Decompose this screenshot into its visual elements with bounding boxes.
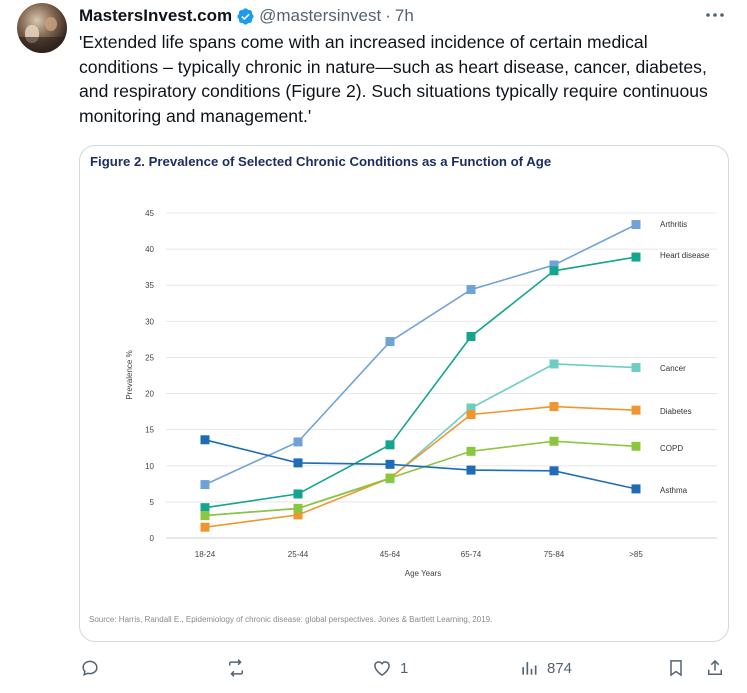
data-point xyxy=(631,441,641,451)
x-tick-label: 75-84 xyxy=(544,550,565,559)
bookmark-icon xyxy=(670,660,682,677)
series-label: Arthritis xyxy=(660,220,687,229)
reply-icon xyxy=(82,660,98,676)
data-point xyxy=(200,511,210,521)
x-axis-label: Age Years xyxy=(405,569,441,578)
y-tick-label: 45 xyxy=(145,209,154,218)
data-point xyxy=(549,266,559,276)
like-count: 1 xyxy=(400,659,409,677)
data-point xyxy=(549,359,559,369)
series-line xyxy=(204,223,637,486)
more-horizontal-icon[interactable] xyxy=(700,3,730,27)
series-label: Asthma xyxy=(660,486,688,495)
data-point xyxy=(631,220,641,230)
x-tick-label: 65-74 xyxy=(461,550,482,559)
share-button[interactable] xyxy=(705,650,725,686)
line-chart: 0 5 10 15 20 25 30 35 40 45 18-24 25-44 45-64 65-74 75… xyxy=(125,209,717,578)
timestamp[interactable]: 7h xyxy=(394,6,414,25)
data-point xyxy=(466,446,476,456)
data-point xyxy=(631,405,641,415)
data-point xyxy=(385,459,395,469)
series-line xyxy=(204,363,637,517)
data-point xyxy=(631,484,641,494)
verified-badge-icon[interactable] xyxy=(236,7,255,26)
y-tick-label: 40 xyxy=(145,245,154,254)
y-tick-label: 35 xyxy=(145,281,154,290)
views-count: 874 xyxy=(547,659,573,677)
series-line xyxy=(204,439,637,490)
heart-icon xyxy=(374,661,390,676)
data-point xyxy=(549,402,559,412)
data-point xyxy=(549,260,559,270)
series-line xyxy=(204,440,637,517)
share-icon xyxy=(708,659,722,675)
like-button[interactable]: 1 xyxy=(372,650,408,686)
x-tick-label: 45-64 xyxy=(380,550,401,559)
series-line xyxy=(204,405,637,528)
media-card[interactable]: 0 5 10 15 20 25 30 35 40 45 18-24 25-44 45-64 65-74 75… xyxy=(79,145,729,642)
y-tick-label: 30 xyxy=(145,317,154,326)
figure-title: Figure 2. Prevalence of Selected Chronic… xyxy=(90,154,552,169)
data-point xyxy=(549,466,559,476)
data-point xyxy=(293,489,303,499)
y-tick-label: 5 xyxy=(150,498,155,507)
data-point xyxy=(631,363,641,373)
avatar[interactable] xyxy=(17,3,67,53)
author-name[interactable]: MastersInvest.com xyxy=(79,6,233,25)
data-point xyxy=(385,337,395,347)
y-axis-label: Prevalence % xyxy=(125,350,134,399)
x-tick-label: >85 xyxy=(629,550,643,559)
data-point xyxy=(466,410,476,419)
data-point xyxy=(385,473,395,483)
data-point xyxy=(631,252,641,262)
reply-button[interactable] xyxy=(80,650,108,686)
series-label: Cancer xyxy=(660,364,686,373)
bookmark-button[interactable] xyxy=(666,650,686,686)
tweet-header: MastersInvest.com @mastersinvest · 7h xyxy=(79,5,414,27)
data-point xyxy=(466,332,476,341)
x-tick-label: 18-24 xyxy=(195,550,216,559)
data-point xyxy=(466,465,476,475)
series-label: Heart disease xyxy=(660,251,710,260)
series-label: Diabetes xyxy=(660,407,692,416)
data-point xyxy=(200,435,210,445)
data-point xyxy=(200,522,210,532)
tweet-text: 'Extended life spans come with an increa… xyxy=(79,32,708,126)
data-point xyxy=(200,503,210,513)
y-tick-label: 20 xyxy=(145,390,154,399)
y-tick-label: 25 xyxy=(145,353,154,362)
views-chart-icon xyxy=(522,662,537,675)
data-point xyxy=(549,436,559,446)
data-point xyxy=(293,503,303,513)
figure-source: Source: Harris, Randall E., Epidemiology… xyxy=(89,615,493,624)
series-line xyxy=(204,256,637,509)
data-point xyxy=(293,437,303,447)
views-button[interactable]: 874 xyxy=(519,650,572,686)
avatar-shape xyxy=(17,37,67,53)
data-point xyxy=(293,458,303,468)
x-tick-label: 25-44 xyxy=(288,550,309,559)
data-point xyxy=(385,440,395,450)
series-label: COPD xyxy=(660,444,683,453)
repost-icon xyxy=(229,659,243,677)
repost-button[interactable] xyxy=(226,650,254,686)
author-handle[interactable]: @mastersinvest xyxy=(259,6,382,25)
data-point xyxy=(293,510,303,520)
y-tick-label: 0 xyxy=(150,534,155,543)
data-point xyxy=(200,480,210,490)
data-point xyxy=(466,285,476,295)
y-tick-label: 10 xyxy=(145,462,154,471)
avatar-shape xyxy=(45,17,57,31)
tweet-actions: 1 874 xyxy=(0,650,747,686)
separator-dot: · xyxy=(385,6,391,25)
data-point xyxy=(466,403,476,413)
y-tick-label: 15 xyxy=(145,426,154,435)
